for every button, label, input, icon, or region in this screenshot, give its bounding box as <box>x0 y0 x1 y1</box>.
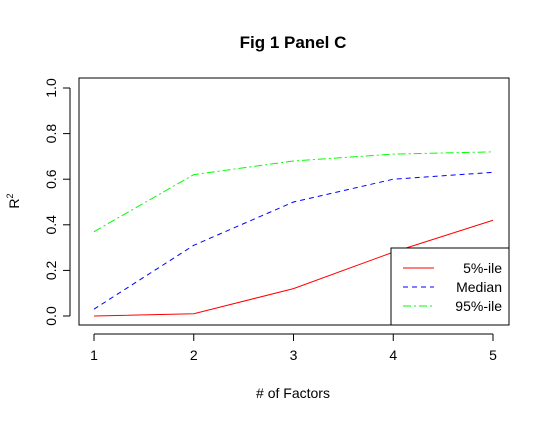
svg-text:R2: R2 <box>5 193 22 208</box>
y-axis-label-text: R <box>6 198 22 208</box>
y-tick-label: 0.8 <box>43 124 59 144</box>
legend-label-3: 95%-ile <box>455 298 502 314</box>
y-axis-label-superscript: 2 <box>5 193 15 198</box>
x-tick-label: 4 <box>389 347 397 363</box>
x-axis: 1 2 3 4 5 <box>90 334 497 363</box>
legend-label-2: Median <box>456 279 502 295</box>
x-tick-label: 1 <box>90 347 98 363</box>
y-tick-label: 1.0 <box>43 78 59 98</box>
y-tick-label: 0.4 <box>43 215 59 235</box>
x-axis-label: # of Factors <box>256 385 330 401</box>
chart-title: Fig 1 Panel C <box>240 33 347 52</box>
y-tick-label: 0.2 <box>43 260 59 280</box>
legend: 5%-ile Median 95%-ile <box>391 248 509 325</box>
legend-label-1: 5%-ile <box>463 260 502 276</box>
y-tick-label: 0.6 <box>43 169 59 189</box>
series-line-3 <box>94 152 493 232</box>
y-tick-label: 0.0 <box>43 306 59 326</box>
x-tick-label: 5 <box>489 347 497 363</box>
x-tick-label: 2 <box>190 347 198 363</box>
y-axis: 0.0 0.2 0.4 0.6 0.8 1.0 <box>43 78 70 326</box>
x-tick-label: 3 <box>290 347 298 363</box>
y-axis-label: R2 <box>5 193 22 208</box>
